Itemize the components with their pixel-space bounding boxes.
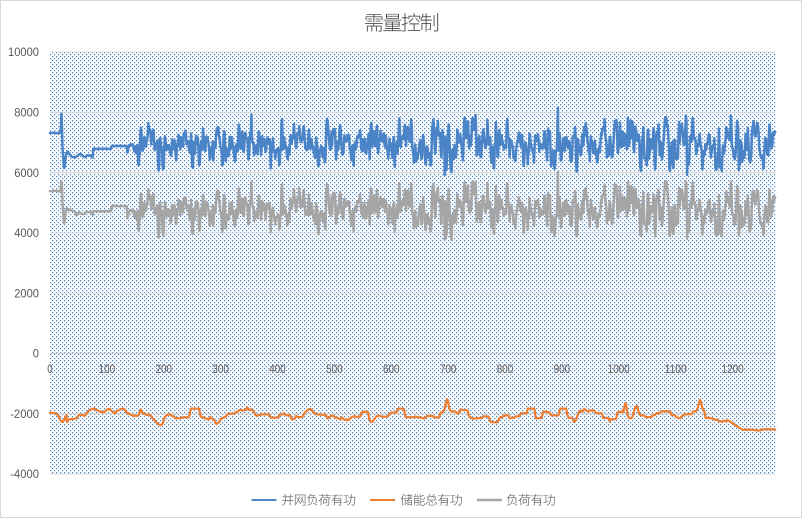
svg-text:8000: 8000 <box>14 106 39 120</box>
svg-text:-2000: -2000 <box>10 407 39 421</box>
svg-text:10000: 10000 <box>8 45 39 59</box>
svg-text:900: 900 <box>554 362 571 376</box>
svg-text:200: 200 <box>156 362 173 376</box>
svg-text:700: 700 <box>440 362 457 376</box>
svg-text:400: 400 <box>269 362 286 376</box>
svg-text:100: 100 <box>99 362 116 376</box>
svg-text:6000: 6000 <box>14 166 39 180</box>
svg-text:300: 300 <box>212 362 229 376</box>
svg-text:500: 500 <box>326 362 343 376</box>
svg-text:2000: 2000 <box>14 286 39 300</box>
svg-text:600: 600 <box>383 362 400 376</box>
svg-text:800: 800 <box>497 362 514 376</box>
svg-text:1200: 1200 <box>722 362 744 376</box>
svg-text:0: 0 <box>33 347 39 361</box>
svg-text:1100: 1100 <box>665 362 687 376</box>
svg-text:4000: 4000 <box>14 226 39 240</box>
svg-text:0: 0 <box>47 362 53 376</box>
svg-text:-4000: -4000 <box>10 467 39 481</box>
svg-text:1000: 1000 <box>608 362 630 376</box>
